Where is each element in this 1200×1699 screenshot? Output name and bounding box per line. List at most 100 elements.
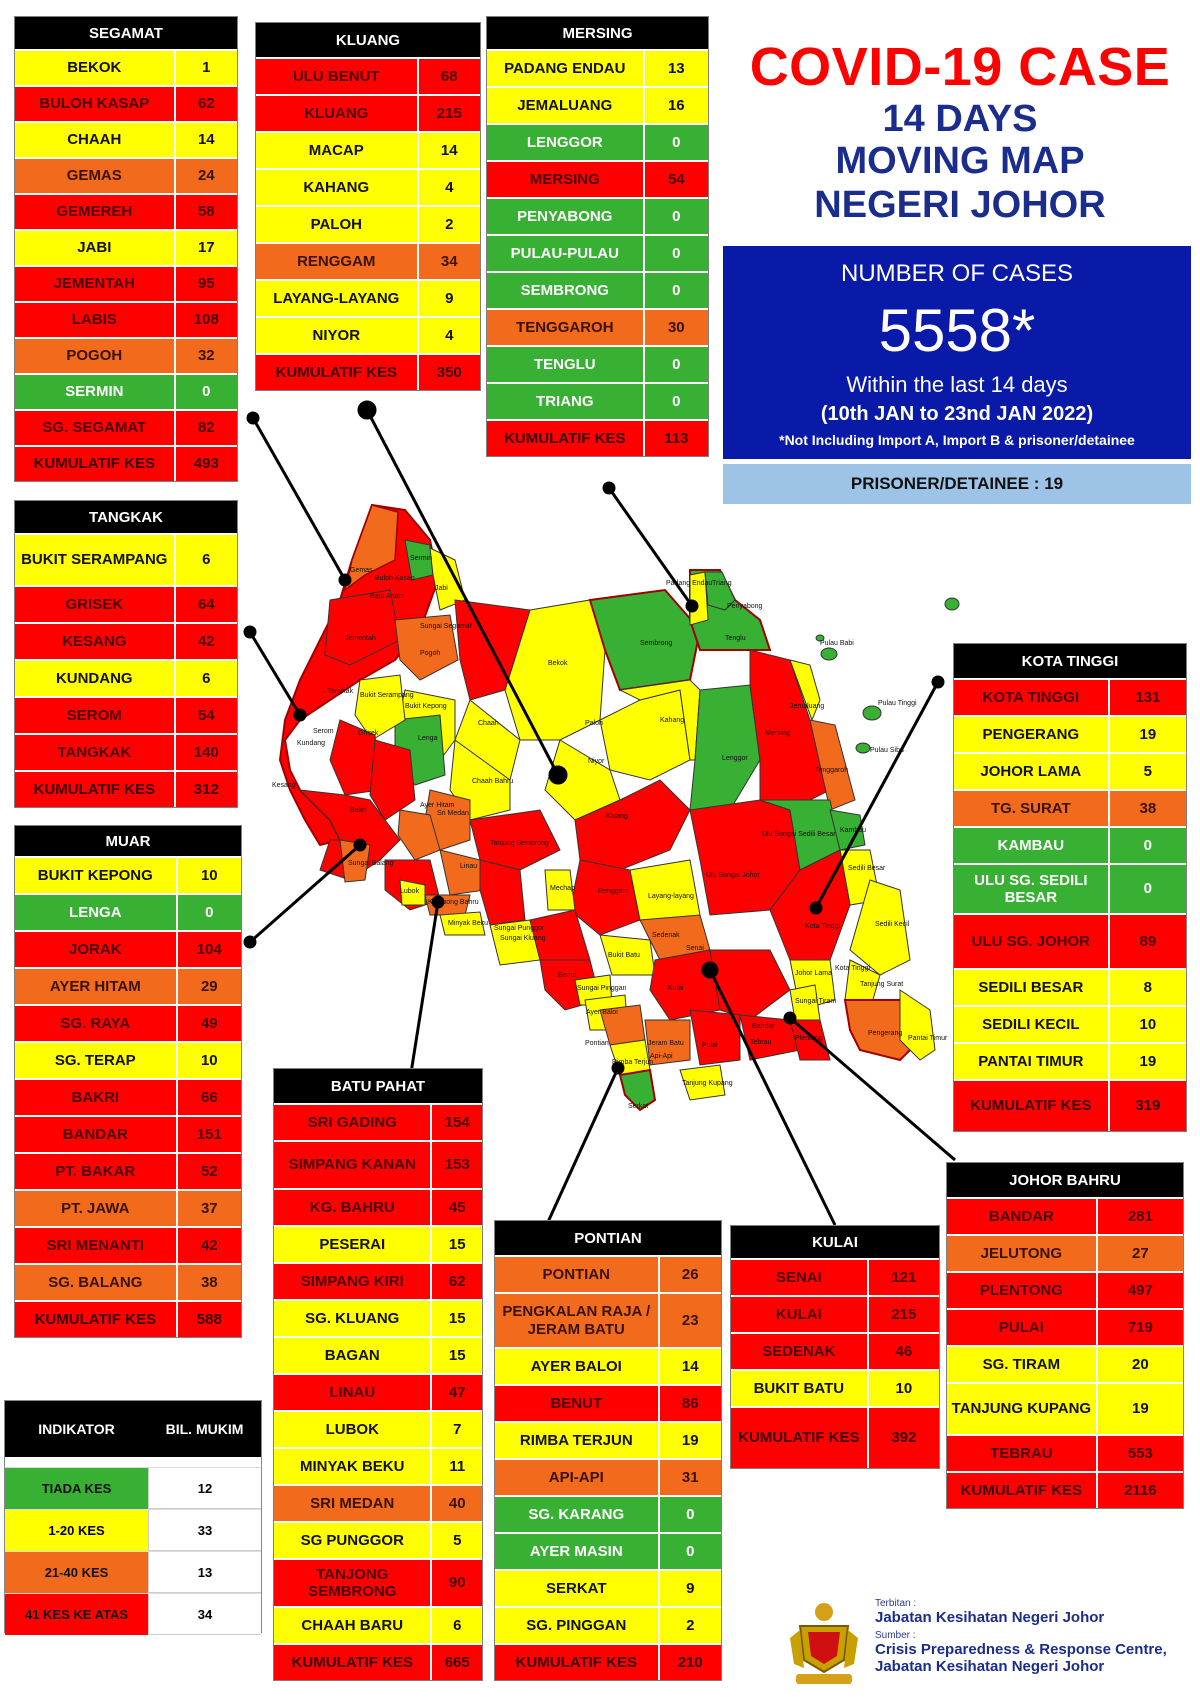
district-table-mersing: MERSING PADANG ENDAU 13 JEMALUANG 16 LENGGOR 0… [486, 16, 709, 457]
mukim-name: PLENTONG [979, 1281, 1063, 1299]
mukim-row: PENYABONG 0 [487, 197, 708, 234]
mukim-row: KESANG 42 [15, 622, 237, 659]
mukim-row: BAGAN 15 [274, 1336, 482, 1373]
leader-dot-kulai [701, 961, 719, 979]
page-title: COVID-19 CASE [749, 37, 1171, 97]
map-label: Triang [712, 580, 732, 587]
mukim-name: SIMPANG KIRI [300, 1272, 404, 1290]
source-label: Sumber : [875, 1630, 916, 1641]
mukim-row: PULAU-PULAU 0 [487, 234, 708, 271]
mukim-name: SRI GADING [307, 1113, 397, 1131]
mukim-row: ULU SG. JOHOR 89 [954, 913, 1186, 968]
publisher-label: Terbitan : [875, 1598, 917, 1609]
cumulative-row: KUMULATIF KES 319 [954, 1079, 1186, 1131]
mukim-case-count: 0 [642, 384, 708, 419]
mukim-name: TENGLU [533, 355, 596, 373]
mukim-case-count: 0 [642, 347, 708, 382]
district-title: JOHOR BAHRU [947, 1163, 1183, 1197]
mukim-case-count: 7 [430, 1412, 482, 1447]
cases-date-range: (10th JAN to 23nd JAN 2022) [820, 403, 1094, 425]
leader-dot-tangkak-end [293, 708, 307, 722]
legend-label: 41 KES KE ATAS [5, 1594, 148, 1635]
legend-count: 34 [148, 1594, 261, 1635]
legend-count: 13 [148, 1552, 261, 1593]
cumulative-value: 2116 [1095, 1473, 1183, 1508]
map-region-paloh [599, 689, 691, 781]
mukim-case-count: 89 [1107, 915, 1186, 968]
cases-footnote: *Not Including Import A, Import B & pris… [779, 432, 1135, 448]
map-label: Sungai Segamat [420, 623, 472, 630]
mukim-case-count: 0 [657, 1534, 721, 1569]
mukim-name: RENGGAM [297, 252, 376, 270]
district-table-johor-bahru: JOHOR BAHRU BANDAR 281 JELUTONG 27 PLENTONG 49… [946, 1162, 1184, 1509]
mukim-row: SG. KARANG 0 [495, 1495, 721, 1532]
map-label: Mersing [765, 730, 790, 737]
map-region-renggam [569, 859, 641, 936]
subtitle-line-1: 14 DAYS [882, 98, 1038, 140]
mukim-row: PALOH 2 [256, 205, 480, 242]
mukim-row: BANDAR 151 [15, 1115, 241, 1152]
cumulative-value: 210 [657, 1645, 721, 1680]
mukim-row: TANJONG SEMBRONG 90 [274, 1558, 482, 1606]
mukim-row: SIMPANG KANAN 153 [274, 1140, 482, 1188]
mukim-name: PALOH [310, 215, 362, 233]
cumulative-label: KUMULATIF KES [738, 1429, 860, 1447]
legend-count: 33 [148, 1510, 261, 1551]
mukim-name: BUKIT SERAMPANG [21, 551, 168, 569]
map-label: Kahang [660, 717, 684, 724]
mukim-row: SEDILI BESAR 8 [954, 968, 1186, 1005]
mukim-row: SG. TIRAM 20 [947, 1345, 1183, 1382]
map-region-lenggor [689, 684, 761, 811]
mukim-case-count: 66 [175, 1080, 241, 1115]
mukim-case-count: 497 [1095, 1273, 1183, 1308]
map-region-ayer-hitam [397, 809, 441, 861]
mukim-name: GRISEK [65, 595, 124, 613]
cases-period-label: Within the last 14 days [846, 372, 1068, 397]
mukim-case-count: 15 [430, 1227, 482, 1262]
mukim-row: BUKIT BATU 10 [731, 1369, 939, 1406]
map-label: Kota Tinggi [805, 923, 840, 930]
map-region-pogoh [394, 614, 459, 681]
mukim-case-count: 6 [173, 535, 237, 585]
mukim-case-count: 2 [416, 207, 480, 242]
mukim-name: KAHANG [303, 178, 370, 196]
leader-dot-segamat-end [338, 573, 352, 587]
map-label: Pulau Sibu [870, 747, 904, 754]
map-label: Kulai [668, 985, 684, 992]
mukim-case-count: 10 [866, 1371, 939, 1406]
mukim-name: BEKOK [67, 59, 122, 77]
mukim-name: KULAI [775, 1305, 822, 1323]
map-island-north [944, 597, 960, 611]
mukim-row: KAHANG 4 [256, 168, 480, 205]
map-region-tenggaroh [809, 719, 856, 811]
map-label: Rimba Terjun [612, 1059, 653, 1066]
leader-dot-mersing [602, 481, 616, 495]
map-region-sedili-kecil [849, 879, 911, 976]
map-label: Jeram Batu [648, 1040, 684, 1047]
map-label: Bandar [752, 1023, 775, 1030]
mukim-name: BENUT [550, 1394, 603, 1412]
source-name-line-2: Jabatan Kesihatan Negeri Johor [875, 1658, 1105, 1675]
cumulative-row: KUMULATIF KES 392 [731, 1406, 939, 1468]
map-region-minyak-beku [439, 911, 486, 936]
mukim-case-count: 46 [866, 1334, 939, 1369]
mukim-case-count: 131 [1107, 680, 1186, 715]
source-name-line-1: Crisis Preparedness & Response Centre, [875, 1641, 1167, 1658]
map-label: Chaah Bahru [472, 778, 513, 785]
mukim-name: SG. BALANG [48, 1273, 143, 1291]
mukim-name: KAMBAU [997, 836, 1065, 854]
map-label: Serkat [628, 1103, 648, 1110]
map-island-pulau-sibu [855, 742, 871, 754]
mukim-row: TG. SURAT 38 [954, 789, 1186, 826]
mukim-case-count: 34 [416, 244, 480, 279]
map-label: Pontian [585, 1040, 609, 1047]
leader-dot-pontian [611, 1061, 625, 1075]
mukim-name: PENGKALAN RAJA / JERAM BATU [502, 1303, 651, 1338]
mukim-name: SEDENAK [762, 1342, 836, 1360]
mukim-case-count: 68 [416, 59, 480, 94]
mukim-name: TG. SURAT [990, 799, 1071, 817]
mukim-case-count: 0 [642, 199, 708, 234]
mukim-case-count: 1 [173, 51, 237, 85]
mukim-case-count: 0 [642, 273, 708, 308]
